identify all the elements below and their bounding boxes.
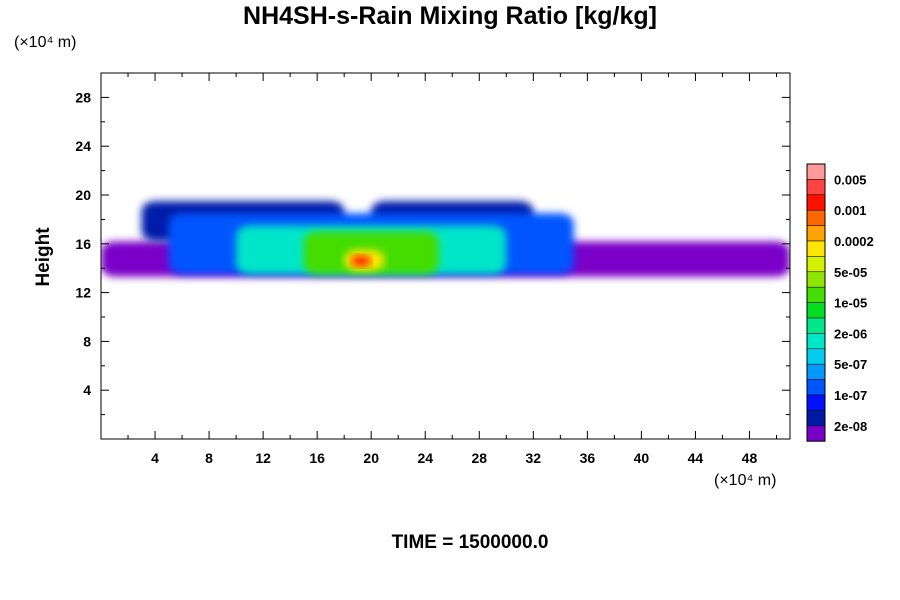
colorbar-frame — [806, 163, 826, 442]
colorbar-swatch — [806, 179, 826, 196]
x-tick-label: 20 — [363, 450, 379, 466]
x-tick-label: 12 — [255, 450, 271, 466]
colorbar-label: 1e-07 — [834, 388, 867, 403]
colorbar-label: 5e-07 — [834, 357, 867, 372]
plot-frame — [100, 72, 791, 440]
colorbar-label: 2e-08 — [834, 419, 867, 434]
colorbar-swatch — [806, 163, 826, 180]
y-tick-label: 4 — [83, 382, 91, 398]
x-tick-label: 44 — [688, 450, 704, 466]
y-axis: 4 8 12 16 20 24 28 — [75, 89, 790, 416]
x-tick-label: 16 — [309, 450, 325, 466]
colorbar: 0.005 0.001 0.0002 5e-05 1e-05 2e-06 5e-07 1e-0… — [806, 163, 874, 442]
x-tick-label: 36 — [580, 450, 596, 466]
y-tick-label: 8 — [83, 333, 91, 349]
colorbar-swatch — [806, 394, 826, 411]
colorbar-label: 2e-06 — [834, 326, 867, 341]
colorbar-label: 1e-05 — [834, 296, 867, 311]
colorbar-label: 0.001 — [834, 203, 867, 218]
colorbar-swatch — [806, 302, 826, 319]
x-tick-label: 4 — [151, 450, 159, 466]
x-tick-label: 8 — [205, 450, 213, 466]
colorbar-swatch — [806, 333, 826, 350]
x-tick-label: 28 — [471, 450, 487, 466]
y-axis-unit: (×10⁴ m) — [14, 34, 77, 51]
colorbar-swatch — [806, 225, 826, 242]
colorbar-label: 0.0002 — [834, 234, 874, 249]
field-layer — [101, 201, 790, 277]
colorbar-swatch — [806, 379, 826, 396]
colorbar-swatch — [806, 256, 826, 273]
time-annotation: TIME = 1500000.0 — [391, 532, 549, 553]
colorbar-swatch — [806, 348, 826, 365]
colorbar-swatch — [806, 317, 826, 334]
colorbar-label: 5e-05 — [834, 265, 867, 280]
x-tick-label: 48 — [742, 450, 758, 466]
x-tick-label: 24 — [417, 450, 433, 466]
chart-title: NH4SH-s-Rain Mixing Ratio [kg/kg] — [243, 2, 657, 30]
y-tick-label: 12 — [75, 285, 91, 301]
colorbar-swatch — [806, 209, 826, 226]
y-tick-label: 16 — [75, 236, 91, 252]
colorbar-swatch — [806, 271, 826, 288]
x-tick-label: 40 — [634, 450, 650, 466]
colorbar-swatch — [806, 363, 826, 380]
x-tick-label: 32 — [526, 450, 542, 466]
y-tick-label: 20 — [75, 187, 91, 203]
y-tick-label: 28 — [75, 89, 91, 105]
x-axis: 4 8 12 16 20 24 28 32 36 40 44 48 — [127, 73, 777, 466]
colorbar-swatch — [806, 240, 826, 257]
x-axis-unit: (×10⁴ m) — [714, 472, 777, 489]
y-tick-label: 24 — [75, 138, 91, 154]
colorbar-label: 0.005 — [834, 172, 867, 187]
colorbar-swatch — [806, 286, 826, 303]
field-region-7 — [350, 256, 372, 266]
colorbar-swatch — [806, 194, 826, 211]
colorbar-swatch — [806, 410, 826, 427]
colorbar-swatch — [806, 425, 826, 442]
